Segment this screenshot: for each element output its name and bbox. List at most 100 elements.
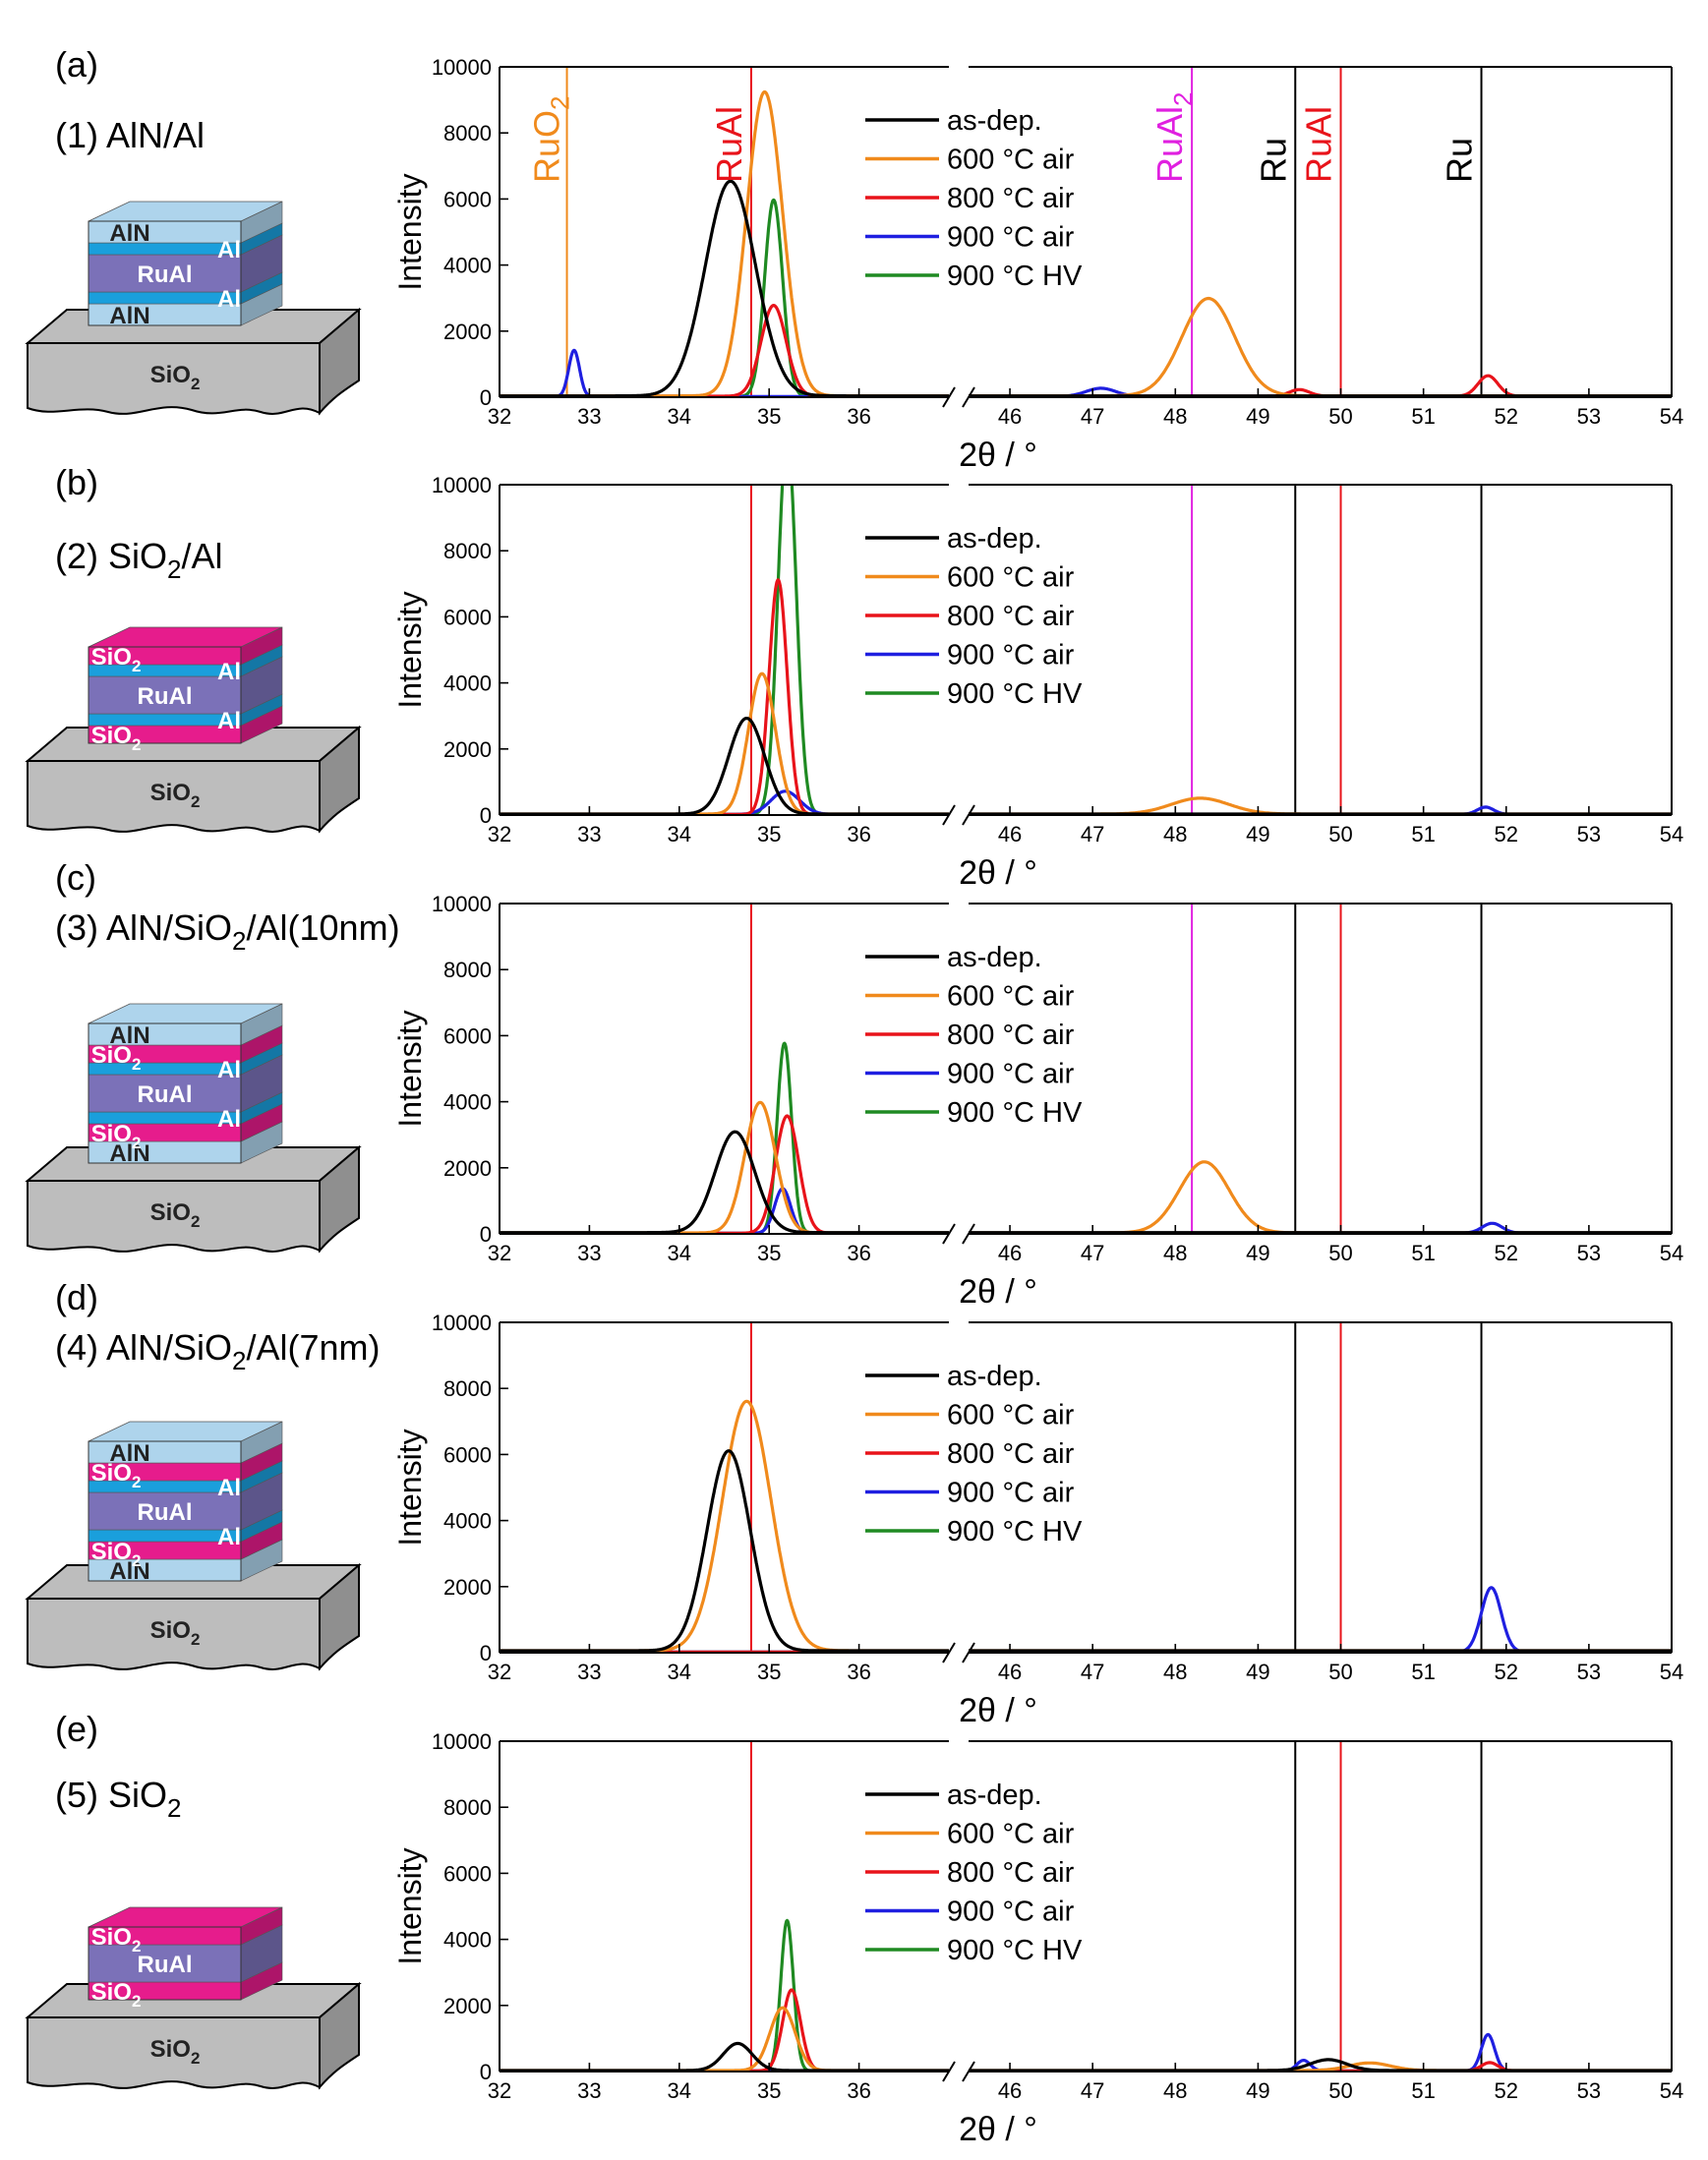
legend-label: 900 °C HV — [947, 1935, 1083, 1966]
y-tick-label: 4000 — [443, 671, 492, 696]
x-tick-label: 35 — [757, 1241, 781, 1265]
stack-outline — [88, 1926, 242, 2001]
legend-label: 600 °C air — [947, 562, 1075, 594]
layer-label: SiO2 — [91, 723, 142, 754]
legend-label: as-dep. — [947, 942, 1042, 973]
x-tick-label: 49 — [1246, 2078, 1269, 2103]
layer-label: Al — [217, 237, 241, 263]
axis-break-mark — [962, 1223, 975, 1245]
layer-label: RuAl — [138, 262, 193, 288]
layer-front-rual — [88, 254, 242, 293]
label-main: RuO — [527, 110, 567, 183]
title-part: /Al — [181, 536, 222, 576]
x-tick-label: 46 — [998, 822, 1022, 846]
reference-line-label: Ru — [1253, 138, 1293, 183]
y-tick-label: 10000 — [432, 473, 492, 497]
y-tick-label: 0 — [480, 803, 492, 828]
axis-break-mark — [962, 386, 975, 408]
y-axis-title: Intensity — [392, 1429, 428, 1546]
title-subscript: 2 — [232, 1346, 246, 1375]
panel-letter: (b) — [55, 462, 98, 502]
y-tick-label: 6000 — [443, 1442, 492, 1467]
layer-label: Al — [217, 1106, 241, 1133]
y-tick-label: 2000 — [443, 1994, 492, 2018]
x-tick-label: 50 — [1328, 2078, 1352, 2103]
x-tick-label: 33 — [577, 1660, 601, 1684]
layer-label: RuAl — [138, 1081, 193, 1108]
substrate-subscript: 2 — [191, 2049, 200, 2068]
x-tick-label: 34 — [668, 1660, 691, 1684]
layer-label-subscript: 2 — [132, 1551, 141, 1570]
y-tick-label: 4000 — [443, 1090, 492, 1115]
series-line-600-c-air — [500, 1399, 950, 1653]
layer-label-subscript: 2 — [132, 1992, 141, 2011]
y-tick-label: 0 — [480, 385, 492, 410]
x-tick-label: 32 — [488, 404, 511, 429]
y-tick-label: 6000 — [443, 1861, 492, 1886]
x-tick-label: 32 — [488, 822, 511, 846]
title-subscript: 2 — [167, 555, 181, 584]
x-tick-label: 35 — [757, 404, 781, 429]
y-tick-label: 8000 — [443, 121, 492, 146]
y-tick-label: 8000 — [443, 958, 492, 982]
x-tick-label: 36 — [847, 1660, 870, 1684]
axis-break-mark — [942, 804, 956, 826]
legend-label: 900 °C air — [947, 1478, 1075, 1509]
y-tick-label: 2000 — [443, 737, 492, 762]
title-part: /Al(7nm) — [247, 1327, 381, 1368]
x-tick-label: 35 — [757, 2078, 781, 2103]
chart-panel-b: 32 33 34 35 36 46 47 48 49 50 51 52 53 54 0 2000 4000 600… — [392, 473, 1683, 892]
series-line-900-c-air — [968, 1586, 1672, 1653]
y-tick-label: 0 — [480, 2060, 492, 2084]
x-tick-label: 34 — [668, 2078, 691, 2103]
layer-label: AlN — [109, 1022, 149, 1049]
x-tick-label: 47 — [1081, 1660, 1104, 1684]
substrate-label: SiO2 — [150, 362, 201, 393]
legend-label: 600 °C air — [947, 981, 1075, 1013]
layer-label-subscript: 2 — [132, 1473, 141, 1491]
x-tick-label: 54 — [1660, 1241, 1683, 1265]
layer-label-subscript: 2 — [132, 735, 141, 754]
x-tick-label: 46 — [998, 404, 1022, 429]
x-tick-label: 48 — [1163, 1660, 1187, 1684]
layer-label-subscript: 2 — [132, 1055, 141, 1074]
x-tick-label: 52 — [1495, 404, 1518, 429]
x-tick-label: 36 — [847, 404, 870, 429]
y-tick-label: 8000 — [443, 1376, 492, 1401]
x-tick-label: 36 — [847, 822, 870, 846]
axis-break-mark — [962, 1642, 975, 1664]
layer-label: AlN — [109, 303, 149, 329]
legend-label: 600 °C air — [947, 145, 1075, 176]
series-line-900-c-air — [968, 2032, 1672, 2072]
panel-letter: (a) — [55, 44, 98, 85]
legend-label: 900 °C air — [947, 1059, 1075, 1090]
layer-label: AlN — [109, 1140, 149, 1167]
legend-label: 600 °C air — [947, 1400, 1075, 1431]
substrate-subscript: 2 — [191, 375, 200, 393]
x-tick-label: 51 — [1411, 1241, 1435, 1265]
x-tick-label: 52 — [1495, 1660, 1518, 1684]
layer-label: Al — [217, 1057, 241, 1083]
x-tick-label: 53 — [1577, 1241, 1601, 1265]
y-tick-label: 8000 — [443, 1795, 492, 1820]
legend-label: 900 °C HV — [947, 261, 1083, 292]
reference-line-label: RuAl2 — [1149, 92, 1198, 184]
x-tick-label: 51 — [1411, 2078, 1435, 2103]
x-tick-label: 48 — [1163, 404, 1187, 429]
x-tick-label: 36 — [847, 1241, 870, 1265]
layer-label: RuAl — [138, 1499, 193, 1526]
series-line-600-c-air — [500, 1100, 950, 1234]
substrate-front — [27, 1180, 321, 1253]
y-tick-label: 8000 — [443, 539, 492, 563]
y-tick-label: 2000 — [443, 1156, 492, 1181]
title-part: (2) SiO — [55, 536, 167, 576]
legend-label: 800 °C air — [947, 1857, 1075, 1889]
x-tick-label: 32 — [488, 1241, 511, 1265]
x-tick-label: 54 — [1660, 1660, 1683, 1684]
x-tick-label: 35 — [757, 1660, 781, 1684]
series-line-600-c-air — [968, 1160, 1672, 1234]
legend-label: 900 °C air — [947, 640, 1075, 671]
